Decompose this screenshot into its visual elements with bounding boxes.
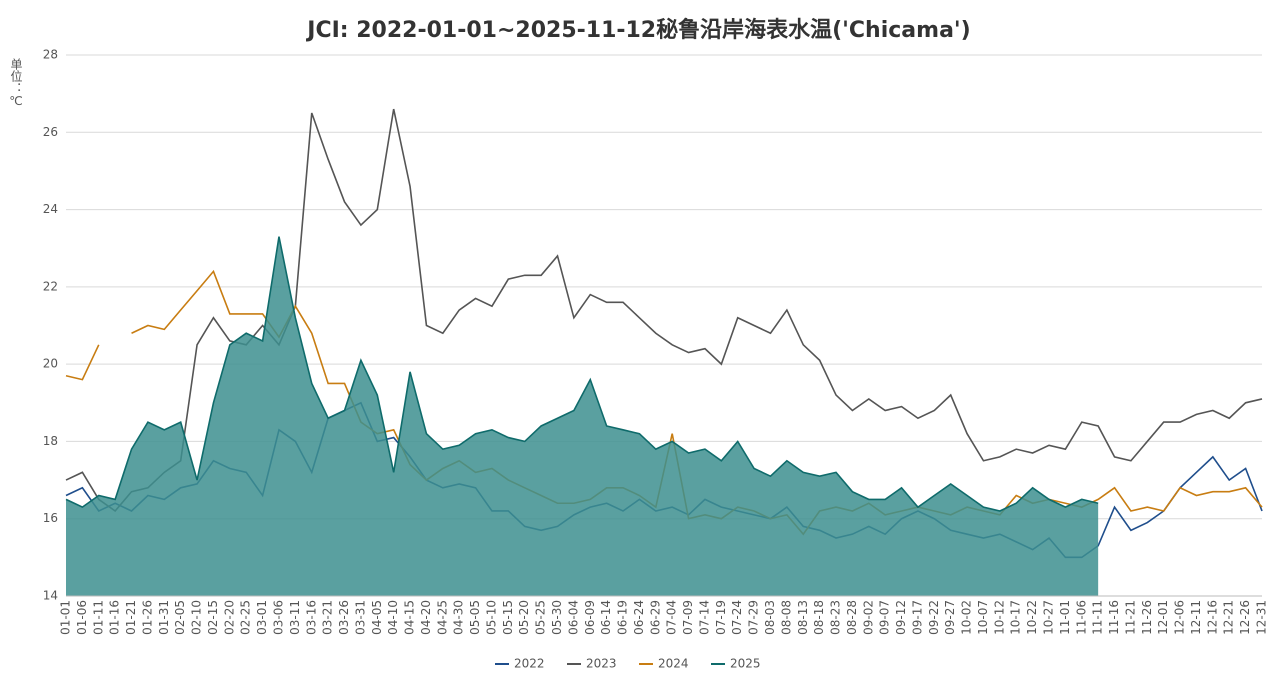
x-tick-label: 12-26 [1238, 600, 1252, 635]
y-tick-label: 14 [43, 589, 58, 603]
x-tick-label: 04-20 [419, 600, 433, 635]
x-tick-label: 04-25 [435, 600, 449, 635]
x-tick-label: 12-11 [1189, 600, 1203, 635]
x-tick-label: 05-15 [501, 600, 515, 635]
x-tick-label: 04-30 [452, 600, 466, 635]
x-tick-label: 03-31 [353, 600, 367, 635]
x-tick-label: 06-29 [648, 600, 662, 635]
x-tick-label: 08-03 [763, 600, 777, 635]
x-tick-label: 10-22 [1025, 600, 1039, 635]
line [65, 236, 1099, 512]
x-tick-label: 10-12 [992, 600, 1006, 635]
x-tick-label: 05-25 [534, 600, 548, 635]
x-tick-label: 07-14 [697, 600, 711, 635]
y-axis-label: 单位：℃ [9, 58, 23, 108]
x-tick-label: 05-05 [468, 600, 482, 635]
x-tick-label: 12-21 [1222, 600, 1236, 635]
x-tick-label: 07-24 [730, 600, 744, 635]
x-tick-label: 11-16 [1107, 600, 1121, 635]
x-tick-label: 01-16 [108, 600, 122, 635]
x-tick-label: 06-14 [599, 600, 613, 635]
x-tick-label: 03-16 [304, 600, 318, 635]
x-tick-label: 07-04 [665, 600, 679, 635]
x-tick-label: 06-19 [616, 600, 630, 635]
x-tick-label: 04-15 [403, 600, 417, 635]
x-tick-label: 05-20 [517, 600, 531, 635]
x-tick-label: 09-17 [910, 600, 924, 635]
x-tick-label: 11-26 [1140, 600, 1154, 635]
x-tick-label: 01-31 [157, 600, 171, 635]
y-tick-label: 20 [43, 357, 58, 371]
x-tick-label: 03-26 [337, 600, 351, 635]
legend-label: 2024 [658, 657, 689, 671]
x-tick-label: 04-10 [386, 600, 400, 635]
x-tick-label: 07-19 [714, 600, 728, 635]
y-tick-label: 16 [43, 511, 58, 525]
x-tick-label: 02-20 [222, 600, 236, 635]
y-tick-label: 18 [43, 434, 58, 448]
x-tick-label: 10-02 [960, 600, 974, 635]
legend-label: 2023 [586, 657, 617, 671]
y-tick-label: 22 [43, 279, 58, 293]
x-tick-label: 11-21 [1123, 600, 1137, 635]
legend-label: 2022 [514, 657, 545, 671]
x-tick-label: 09-22 [927, 600, 941, 635]
area [66, 236, 1099, 596]
x-tick-label: 11-11 [1091, 600, 1105, 635]
x-tick-label: 11-06 [1074, 600, 1088, 635]
x-tick-label: 10-07 [976, 600, 990, 635]
x-tick-label: 02-10 [190, 600, 204, 635]
x-tick-label: 03-01 [255, 600, 269, 635]
x-tick-label: 03-21 [321, 600, 335, 635]
x-tick-label: 09-12 [894, 600, 908, 635]
y-tick-label: 24 [43, 202, 58, 216]
x-tick-label: 07-29 [747, 600, 761, 635]
x-tick-label: 03-11 [288, 600, 302, 635]
x-tick-label: 06-04 [566, 600, 580, 635]
x-tick-label: 05-30 [550, 600, 564, 635]
x-tick-label: 08-18 [812, 600, 826, 635]
x-tick-label: 01-26 [140, 600, 154, 635]
x-tick-label: 08-28 [845, 600, 859, 635]
y-tick-label: 26 [43, 125, 58, 139]
x-tick-label: 06-24 [632, 600, 646, 635]
x-tick-label: 04-05 [370, 600, 384, 635]
y-tick-label: 28 [43, 48, 58, 62]
x-tick-label: 09-07 [878, 600, 892, 635]
x-tick-label: 05-10 [484, 600, 498, 635]
x-tick-label: 09-02 [861, 600, 875, 635]
x-tick-label: 08-13 [796, 600, 810, 635]
x-tick-label: 09-27 [943, 600, 957, 635]
x-tick-label: 01-06 [75, 600, 89, 635]
chart-title: JCI: 2022-01-01~2025-11-12秘鲁沿岸海表水温('Chic… [305, 17, 970, 43]
x-tick-label: 08-08 [779, 600, 793, 635]
x-tick-label: 10-27 [1042, 600, 1056, 635]
legend-label: 2025 [730, 657, 761, 671]
x-tick-label: 08-23 [829, 600, 843, 635]
x-tick-label: 02-15 [206, 600, 220, 635]
x-tick-label: 06-09 [583, 600, 597, 635]
x-tick-label: 02-05 [173, 600, 187, 635]
x-tick-label: 02-25 [239, 600, 253, 635]
x-tick-label: 12-16 [1205, 600, 1219, 635]
x-tick-label: 11-01 [1058, 600, 1072, 635]
x-tick-label: 07-09 [681, 600, 695, 635]
x-tick-label: 12-31 [1255, 600, 1269, 635]
x-tick-label: 01-21 [124, 600, 138, 635]
x-tick-label: 12-01 [1156, 600, 1170, 635]
x-tick-label: 12-06 [1173, 600, 1187, 635]
x-tick-label: 10-17 [1009, 600, 1023, 635]
x-tick-label: 01-11 [91, 600, 105, 635]
x-tick-label: 01-01 [59, 600, 73, 635]
x-tick-label: 03-06 [271, 600, 285, 635]
